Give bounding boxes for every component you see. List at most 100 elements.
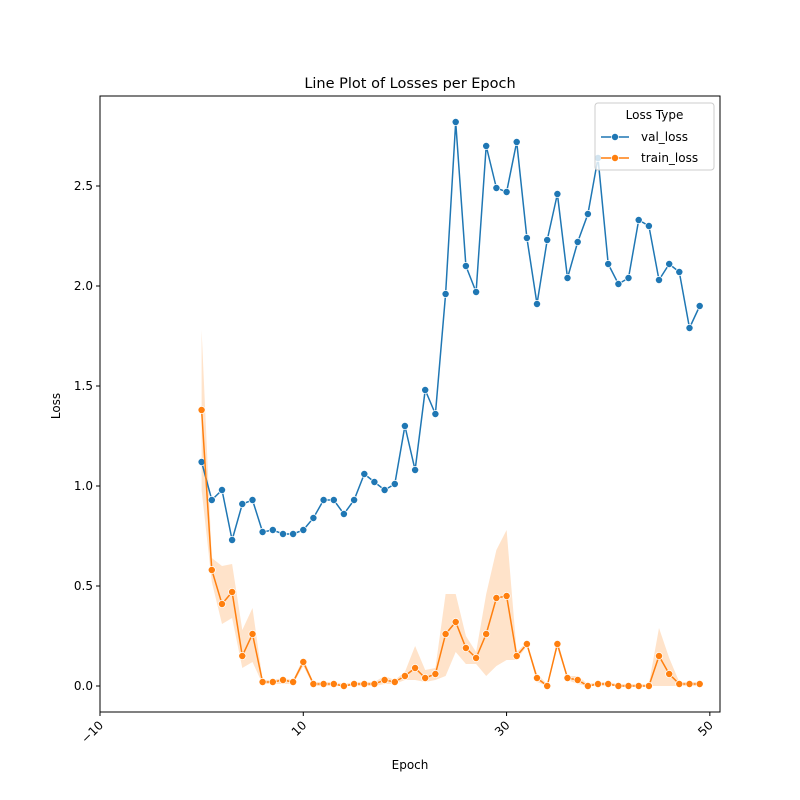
val_loss-point <box>248 496 257 504</box>
train_loss-point <box>228 588 237 596</box>
val_loss-point <box>289 530 298 538</box>
val_loss-point <box>339 510 348 518</box>
y-tick-label: 2.5 <box>74 179 93 193</box>
val_loss-point <box>573 238 582 246</box>
val_loss-point <box>380 486 389 494</box>
val_loss-point <box>604 260 613 268</box>
legend-box <box>594 102 715 171</box>
val_loss-point <box>644 222 653 230</box>
val_loss-point <box>624 274 633 282</box>
train_loss-point <box>502 592 511 600</box>
x-tick-label: 50 <box>695 718 716 739</box>
y-axis: 0.0 0.5 1.0 1.5 2.0 2.5 <box>74 179 100 693</box>
chart-title: Line Plot of Losses per Epoch <box>304 76 515 92</box>
val_loss-point <box>472 288 481 296</box>
val_loss-point <box>655 276 663 284</box>
val_loss-point <box>482 142 491 150</box>
train_loss-point <box>492 594 501 602</box>
val_loss-point <box>360 470 369 478</box>
y-axis-label: Loss <box>49 393 63 419</box>
train_loss-point <box>299 658 308 666</box>
val_loss-point <box>675 268 684 276</box>
train_loss-point <box>543 682 552 690</box>
val_loss-point <box>441 290 450 298</box>
train_loss-point <box>360 680 369 688</box>
val_loss-point <box>207 496 216 504</box>
train_loss-point <box>472 654 481 662</box>
train_loss-point <box>512 652 521 660</box>
train_loss-point <box>482 630 491 638</box>
train_loss-point <box>655 652 663 660</box>
train_loss-point <box>279 676 287 684</box>
y-tick-label: 0.0 <box>74 679 93 693</box>
train_loss-point <box>350 680 359 688</box>
train_loss-point <box>411 664 420 672</box>
val_loss-point <box>512 138 521 146</box>
train_loss-point <box>207 566 216 574</box>
y-tick-label: 2.0 <box>74 279 93 293</box>
val_loss-point <box>329 496 338 504</box>
train_loss-point <box>695 680 704 688</box>
train_loss-point <box>309 680 318 688</box>
val_loss-point <box>431 410 440 418</box>
x-tick-label: 30 <box>492 718 513 739</box>
train_loss-point <box>614 682 623 690</box>
x-tick-label: −10 <box>78 718 106 746</box>
train_loss-point <box>665 670 674 678</box>
train_loss-point <box>431 670 440 678</box>
x-axis: −10 10 30 50 <box>78 712 716 746</box>
val_loss-legend-label: val_loss <box>641 130 688 144</box>
val_loss-point <box>421 386 430 394</box>
train_loss-point <box>390 678 399 686</box>
val_loss-point <box>350 496 359 504</box>
val_loss-point <box>218 486 226 494</box>
val_loss-point <box>583 210 592 218</box>
train_loss-point <box>197 406 206 414</box>
train_loss-point <box>634 682 643 690</box>
train_loss-point <box>573 676 582 684</box>
train_loss-point <box>451 618 460 626</box>
x-axis-label: Epoch <box>392 758 429 772</box>
val_loss-point <box>451 118 460 126</box>
val_loss-point <box>492 184 501 192</box>
val_loss-point <box>634 216 643 224</box>
val_loss-line <box>200 121 701 541</box>
train_loss-point <box>553 640 562 648</box>
val_loss-point <box>695 302 704 310</box>
train_loss-point <box>289 678 298 686</box>
train_loss-point <box>400 672 409 680</box>
train_loss-point <box>319 680 328 688</box>
legend-title: Loss Type <box>626 108 684 122</box>
train_loss-point <box>685 680 694 688</box>
val_loss-point <box>258 528 267 536</box>
train_loss-legend-label: train_loss <box>641 151 698 165</box>
val_loss-point <box>390 480 399 488</box>
train_loss-point <box>604 680 613 688</box>
val_loss-point <box>502 188 511 196</box>
train_loss-point <box>533 674 541 682</box>
val_loss-point <box>411 466 420 474</box>
val_loss-point <box>522 234 531 242</box>
train_loss-point <box>339 682 348 690</box>
val_loss-point <box>268 526 277 534</box>
val_loss-point <box>543 236 552 244</box>
val_loss-point <box>614 280 623 288</box>
train_loss-point <box>594 680 602 688</box>
train_loss-point <box>380 676 389 684</box>
val_loss-point <box>370 478 379 486</box>
train_loss-point <box>441 630 450 638</box>
val_loss-point <box>228 536 237 544</box>
val_loss-point <box>400 422 409 430</box>
train_loss-point <box>563 674 572 682</box>
val_loss-point <box>319 496 328 504</box>
train_loss-point <box>675 680 684 688</box>
train_loss-point <box>461 644 470 652</box>
legend: Loss Type val_loss train_loss <box>594 102 715 171</box>
train_loss-point <box>218 600 226 608</box>
train_loss-point <box>258 678 267 686</box>
x-tick-label: 10 <box>289 718 310 739</box>
train_loss-point <box>624 682 633 690</box>
y-tick-label: 1.0 <box>74 479 93 493</box>
train_loss-point <box>522 640 531 648</box>
